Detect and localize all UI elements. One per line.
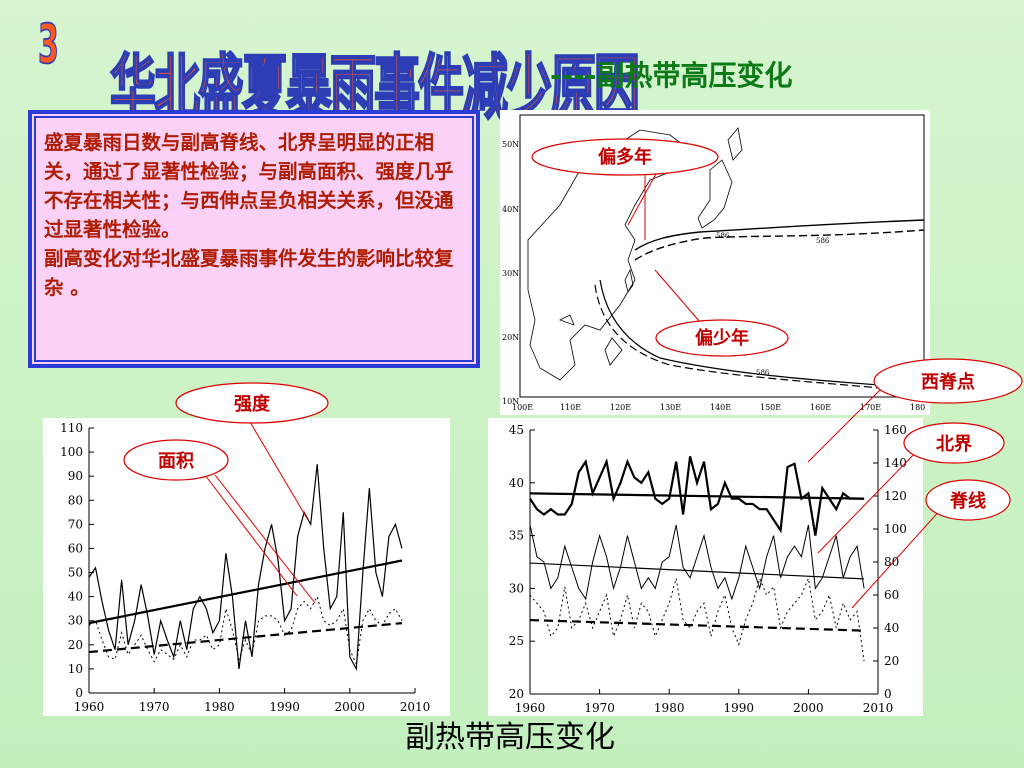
left-chart-y-tick-label: 40: [68, 590, 83, 604]
section-number: 3: [38, 13, 60, 78]
right-trend-ridge-line: [529, 618, 865, 632]
left-chart-y-tick-label: 50: [68, 566, 83, 580]
chart-left-svg: 0 10 20 30 40 50 60 70 80 90 100 110 1960 1970 1980 199…: [60, 421, 431, 714]
lat-label-20n: 20N: [502, 333, 519, 342]
left-chart-x-tick-label: 1980: [204, 700, 235, 714]
summary-textbox: 盛夏暴雨日数与副高脊线、北界呈明显的正相关，通过了显著性检验；与副高面积、强度几…: [28, 110, 480, 368]
chart-right-svg: 20 25 30 35 40 45 0 20 40 60 80 100 120 140 160 1960 197…: [509, 423, 907, 715]
left-chart-y-tick-label: 30: [68, 614, 83, 628]
map-svg: 586 586 586 50N 40N 30N 20N 10N 100E 110…: [502, 114, 925, 412]
contour-few-years: [634, 229, 925, 261]
left-series-strength: [88, 464, 403, 672]
right-chart-y-tick-label: 35: [509, 529, 524, 543]
right-chart-y-tick-label: 25: [509, 634, 524, 648]
right-series-west-point: [529, 456, 865, 536]
contour-label-1: 586: [716, 232, 730, 240]
map-frame: [519, 114, 925, 398]
lon-label-120e: 120E: [610, 403, 631, 412]
callout-ridge-line-label: 脊线: [949, 490, 986, 512]
contour-label-3: 586: [756, 369, 770, 377]
hokkaido-coastline: [727, 127, 743, 161]
left-chart-y-tick-label: 100: [60, 445, 83, 459]
lat-label-50n: 50N: [502, 140, 519, 149]
summary-paragraph-2: 副高变化对华北盛夏暴雨事件发生的影响比较复杂 。: [44, 247, 454, 299]
left-chart-y-tick-label: 80: [68, 493, 83, 507]
right-chart-y-tick-label: 20: [509, 687, 524, 701]
figure-caption: 副热带高压变化: [405, 720, 615, 755]
title-row: 3 华北盛夏暴雨事件减少原因 ----副热带高压变化: [30, 8, 1020, 131]
right-chart-y-tick-label-right: 100: [884, 522, 907, 536]
lon-label-110e: 110E: [560, 403, 581, 412]
right-chart-x-tick-label: 1980: [654, 701, 685, 715]
left-chart-y-tick-label: 110: [60, 421, 83, 435]
left-chart-y-tick-label: 70: [68, 517, 83, 531]
right-series-ridge-line: [529, 576, 865, 662]
lat-label-30n: 30N: [502, 269, 519, 278]
right-chart-y-tick-label-right: 120: [884, 489, 907, 503]
right-trend-north-edge: [529, 562, 865, 580]
right-chart-y-tick-label: 40: [509, 476, 524, 490]
left-chart-x-tick-label: 2000: [335, 700, 366, 714]
right-chart-y-tick-label-right: 40: [884, 621, 899, 635]
right-chart-y-tick-label-right: 140: [884, 456, 907, 470]
right-series-north-edge: [529, 524, 865, 601]
lat-label-40n: 40N: [502, 205, 519, 214]
lon-label-160e: 160E: [810, 403, 831, 412]
right-chart-y-tick-label-right: 80: [884, 555, 899, 569]
lon-label-130e: 130E: [660, 403, 681, 412]
right-chart-y-tick-label-right: 0: [884, 687, 892, 701]
contour-south-1: [599, 279, 925, 389]
page-subtitle: ----副热带高压变化: [550, 59, 793, 92]
right-chart-y-tick-label: 30: [509, 581, 524, 595]
left-chart-y-tick-label: 90: [68, 469, 83, 483]
left-series-area: [88, 595, 403, 666]
japan-coastline: [697, 159, 733, 229]
chart-right-panel: 20 25 30 35 40 45 0 20 40 60 80 100 120 140 160 1960 197…: [488, 418, 923, 716]
left-chart-x-tick-label: 2010: [400, 700, 431, 714]
right-chart-x-tick-label: 1990: [724, 701, 755, 715]
left-trend-strength: [88, 559, 403, 625]
left-chart-y-tick-label: 60: [68, 541, 83, 555]
callout-strength-label: 强度: [234, 393, 271, 415]
callout-strength: [175, 382, 329, 424]
left-chart-y-tick-label: 20: [68, 638, 83, 652]
contour-south-2: [594, 284, 925, 393]
callout-north-edge-label: 北界: [936, 434, 972, 455]
right-chart-x-tick-label: 2010: [863, 701, 894, 715]
lon-label-100e: 100E: [512, 403, 533, 412]
lon-label-180: 180: [910, 403, 925, 412]
contour-label-2: 586: [816, 237, 830, 245]
summary-paragraph-1: 盛夏暴雨日数与副高脊线、北界呈明显的正相关，通过了显著性检验；与副高面积、强度几…: [44, 131, 454, 241]
lon-labels: 100E 110E 120E 130E 140E 150E 160E 170E …: [512, 403, 925, 412]
chart-left-panel: 0 10 20 30 40 50 60 70 80 90 100 110 1960 1970 1980 199…: [43, 418, 450, 716]
right-chart-y-tick-label-right: 60: [884, 588, 899, 602]
left-chart-y-tick-label: 10: [68, 662, 83, 676]
right-chart-x-tick-label: 1960: [515, 701, 546, 715]
left-chart-x-tick-label: 1990: [269, 700, 300, 714]
left-chart-x-tick-label: 1960: [74, 700, 105, 714]
islands-coastline: [558, 268, 634, 366]
lon-label-150e: 150E: [760, 403, 781, 412]
continent-coastline: [527, 129, 691, 381]
right-trend-west-point: [529, 492, 865, 500]
lon-label-170e: 170E: [860, 403, 881, 412]
right-chart-y-tick-label-right: 20: [884, 654, 899, 668]
lon-label-140e: 140E: [710, 403, 731, 412]
left-chart-y-tick-label: 0: [75, 686, 83, 700]
lat-label-10n: 10N: [502, 397, 519, 406]
map-panel: 586 586 586 50N 40N 30N 20N 10N 100E 110…: [500, 110, 930, 415]
right-chart-y-tick-label-right: 160: [884, 423, 907, 437]
left-chart-x-tick-label: 1970: [139, 700, 170, 714]
right-chart-x-tick-label: 1970: [584, 701, 615, 715]
left-trend-area: [88, 622, 403, 654]
right-chart-x-tick-label: 2000: [793, 701, 824, 715]
right-chart-y-tick-label: 45: [509, 423, 524, 437]
contour-many-years: [634, 219, 925, 251]
callout-ridge-line: [925, 479, 1011, 521]
